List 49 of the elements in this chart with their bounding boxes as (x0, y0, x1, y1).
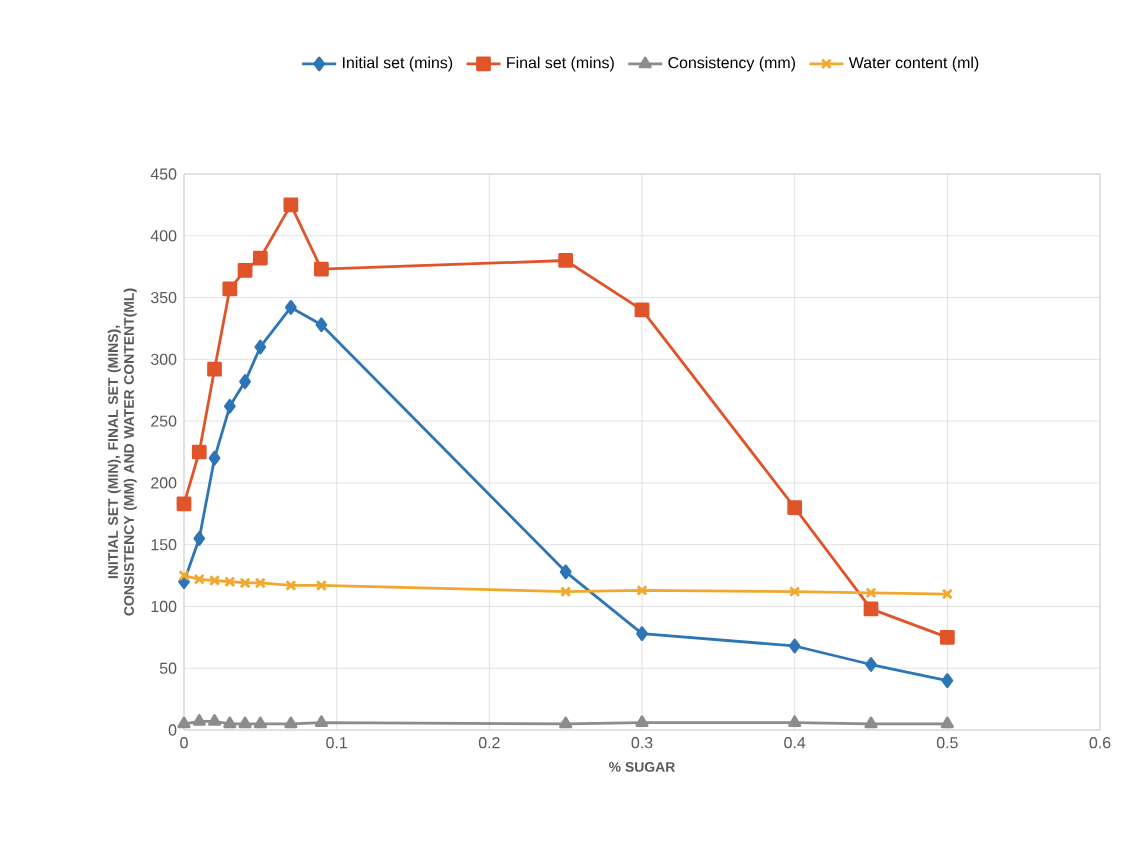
point (254, 339, 267, 355)
point (253, 716, 267, 729)
point (237, 263, 253, 278)
point (788, 715, 802, 727)
point (208, 574, 221, 587)
point (939, 629, 955, 645)
point (285, 579, 297, 592)
point (193, 531, 206, 546)
point (559, 564, 572, 580)
point (314, 715, 328, 727)
point (314, 261, 329, 277)
point (315, 579, 328, 592)
point (636, 584, 648, 597)
point (940, 716, 954, 729)
point (193, 573, 205, 585)
point (636, 626, 648, 641)
point (865, 587, 877, 599)
point (635, 715, 649, 727)
point (941, 673, 954, 688)
point (252, 250, 268, 266)
point (191, 444, 207, 460)
point (284, 716, 298, 729)
point (788, 638, 801, 654)
point (223, 398, 236, 414)
point (284, 300, 297, 315)
point (863, 601, 879, 617)
point (208, 450, 221, 466)
point (207, 713, 222, 726)
point (192, 713, 206, 726)
point (864, 716, 878, 729)
point (634, 302, 650, 318)
point (559, 716, 573, 729)
point (789, 585, 801, 598)
point (283, 197, 299, 213)
point (223, 716, 237, 729)
point (207, 361, 222, 377)
point (177, 716, 191, 729)
point (224, 576, 236, 588)
point (238, 716, 252, 729)
point (239, 577, 251, 589)
point (315, 317, 328, 333)
point (222, 281, 238, 297)
point (254, 577, 266, 589)
point (560, 585, 572, 598)
point (176, 496, 192, 512)
point (787, 500, 803, 515)
point (558, 253, 574, 268)
point (865, 657, 877, 672)
point (239, 374, 251, 389)
